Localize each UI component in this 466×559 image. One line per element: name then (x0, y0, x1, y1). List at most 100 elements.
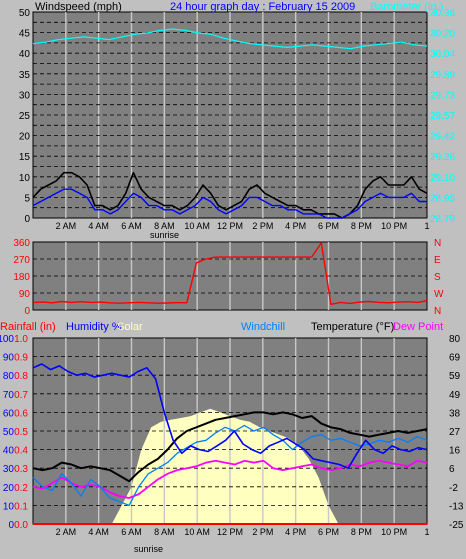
wind-y-tick: 20 (19, 132, 31, 143)
barometer-y-tick: 28.79 (430, 214, 455, 225)
compass-tick: W (434, 289, 444, 300)
wind-y-tick: 40 (19, 49, 31, 60)
rainfall-y-tick: 0.8 (14, 371, 28, 382)
humidity-y-tick: 40 (3, 446, 15, 457)
direction-grid (33, 242, 427, 310)
temperature-grid (33, 338, 427, 524)
gust-line (32, 171, 428, 219)
wind-x-tick: 6 PM (318, 221, 339, 231)
temperature-y-tick: 69 (449, 353, 461, 364)
wind-y-tick: 30 (19, 90, 31, 101)
wind-x-tick: 8 AM (154, 221, 175, 231)
barometer-y-tick: 29.10 (430, 173, 455, 184)
wind-x-tick: 12 PM (217, 221, 243, 231)
rainfall-y-tick: 0.6 (14, 408, 28, 419)
temperature-y-tick: -13 (449, 501, 464, 512)
compass-tick: E (434, 255, 441, 266)
temperature-x-tick: 2 AM (56, 527, 77, 537)
humidity-y-tick: 60 (3, 408, 15, 419)
rainfall-y-tick: 0.4 (14, 446, 28, 457)
direction-line (32, 242, 428, 305)
legend-temperature: Temperature (°F) (311, 321, 394, 333)
humidity-y-tick: 100 (0, 334, 14, 345)
rainfall-y-tick: 0.7 (14, 390, 28, 401)
barometer-y-tick: 29.42 (430, 132, 455, 143)
barometer-y-tick: 28.95 (430, 193, 455, 204)
wind-y-tick: 0 (24, 214, 30, 225)
direction-y-ticks: 0 90 180 270 360 (13, 238, 30, 317)
barometer-y-tick: 30.20 (430, 29, 455, 40)
humidity-y-ticks: 0 10 20 30 40 50 60 70 80 90 100 (0, 334, 14, 531)
wind-series-layer (32, 28, 428, 219)
humidity-y-tick: 10 (3, 501, 15, 512)
temperature-y-tick: 80 (449, 334, 461, 345)
barometer-label: Barometer (in.) (370, 1, 443, 13)
temperature-x-tick: 8 PM (351, 527, 372, 537)
temperature-x-tick: 6 PM (318, 527, 339, 537)
temperature-x-tick: 12 PM (217, 527, 243, 537)
direction-y-tick: 360 (13, 238, 30, 249)
humidity-y-tick: 50 (3, 427, 15, 438)
wind-y-tick: 45 (19, 29, 31, 40)
dewpoint-line (32, 459, 428, 499)
wind-y-tick: 35 (19, 70, 31, 81)
sunrise-label-2: sunrise (134, 544, 163, 554)
compass-tick: S (434, 272, 441, 283)
rainfall-y-ticks: 0.0 0.1 0.2 0.3 0.4 0.5 0.6 0.7 0.8 0.9 1.0 (14, 334, 28, 531)
temperature-x-tick: 8 AM (154, 527, 175, 537)
wind-x-tick: 10 PM (381, 221, 407, 231)
barometer-line (32, 28, 428, 50)
wind-line (32, 188, 427, 219)
wind-x-tick: 2 PM (252, 221, 273, 231)
wind-x-ticks: 2 AM 4 AM 6 AM 8 AM 10 AM 12 PM 2 PM 4 PM 6 PM 8 … (56, 221, 430, 231)
direction-y-tick: 270 (13, 255, 30, 266)
wind-x-tick: 6 AM (121, 221, 142, 231)
barometer-y-tick: 29.57 (430, 111, 455, 122)
wind-y-tick: 5 (24, 193, 30, 204)
barometer-y-tick: 30.36 (430, 8, 455, 19)
sunrise-label-1: sunrise (150, 230, 179, 240)
temperature-x-tick: 4 AM (88, 527, 109, 537)
wind-x-tick: 1 (424, 221, 429, 231)
barometer-y-tick: 30.04 (430, 49, 455, 60)
legend-rainfall: Rainfall (in) (0, 321, 56, 333)
wind-x-tick: 4 AM (88, 221, 109, 231)
temperature-x-tick: 10 PM (381, 527, 407, 537)
wind-x-tick: 8 PM (351, 221, 372, 231)
temperature-line (32, 411, 428, 483)
barometer-y-tick: 29.26 (430, 152, 455, 163)
wind-y-ticks: 0 5 10 15 20 25 30 35 40 45 50 (19, 8, 31, 225)
rainfall-y-tick: 1.0 (14, 334, 28, 345)
direction-y-tick: 0 (24, 306, 30, 317)
wind-y-tick: 25 (19, 111, 31, 122)
humidity-y-tick: 70 (3, 390, 15, 401)
wind-panel: 0 5 10 15 20 25 30 35 40 45 50 28.79 28.95 29.10 29.2… (19, 1, 456, 240)
wind-x-tick: 4 PM (285, 221, 306, 231)
compass-tick: N (434, 238, 441, 249)
legend-windchill: Windchill (241, 321, 285, 333)
wind-x-tick: 10 AM (184, 221, 210, 231)
humidity-y-tick: 90 (3, 353, 15, 364)
temperature-y-tick: 38 (449, 408, 461, 419)
legend-dewpoint: Dew Point (393, 321, 443, 333)
direction-y-tick: 180 (13, 272, 30, 283)
barometer-y-ticks: 28.79 28.95 29.10 29.26 29.42 29.57 29.73 29.89… (430, 8, 455, 225)
temperature-y-tick: -25 (449, 520, 464, 531)
humidity-y-tick: 20 (3, 483, 15, 494)
humidity-line (32, 363, 428, 470)
humidity-y-tick: 80 (3, 371, 15, 382)
temperature-y-tick: 59 (449, 371, 461, 382)
temperature-y-tick: 16 (449, 446, 461, 457)
temperature-y-tick: 27 (449, 427, 461, 438)
direction-series-layer (32, 242, 428, 305)
wind-y-tick: 10 (19, 173, 31, 184)
temperature-series-layer (32, 363, 428, 525)
wind-y-tick: 15 (19, 152, 31, 163)
rainfall-y-tick: 0.2 (14, 483, 28, 494)
temperature-x-ticks: 2 AM 4 AM 6 AM 8 AM 10 AM 12 PM 2 PM 4 PM 6 PM 8 … (56, 527, 430, 537)
humidity-y-tick: 30 (3, 464, 15, 475)
wind-x-tick: 2 AM (56, 221, 77, 231)
rainfall-y-tick: 0.9 (14, 353, 28, 364)
